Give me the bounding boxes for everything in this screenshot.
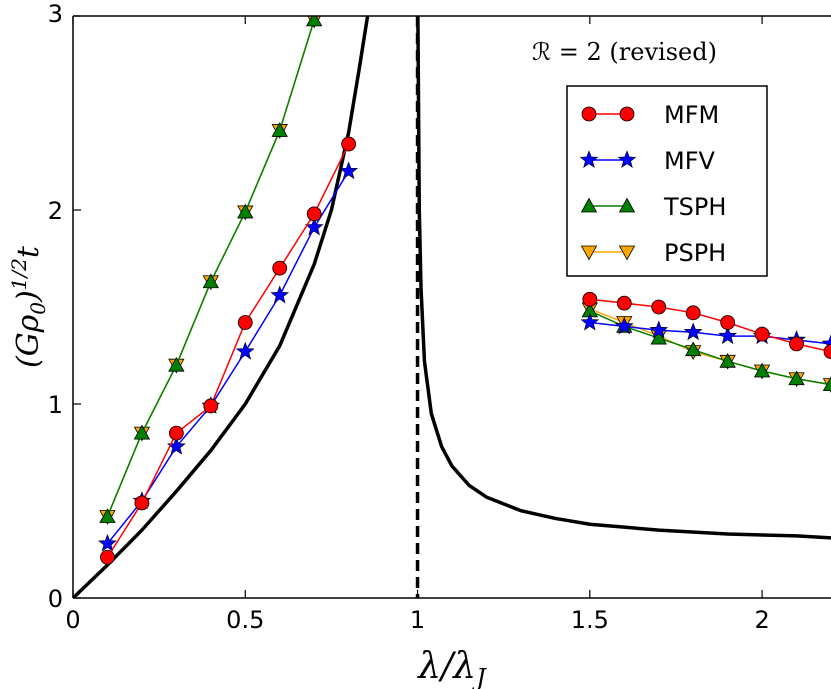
data-point-mfv	[649, 320, 669, 339]
y-axis-label-close: )	[11, 290, 46, 303]
data-point-tsph	[685, 341, 702, 357]
series-line-tsph-1	[589, 310, 831, 386]
y-tick-label-2: 2	[48, 197, 63, 225]
data-point-mfv	[718, 326, 738, 345]
y-axis-label-sup: 1/2	[7, 258, 31, 290]
tick-layer: 0 0.5 1 1.5 2 0 1 2 3	[48, 0, 770, 634]
data-point-mfm	[651, 299, 667, 315]
plot-area: 0 0.5 1 1.5 2 0 1 2 3	[48, 0, 831, 634]
data-point-tsph	[306, 16, 323, 27]
series-line-mfm-0	[106, 143, 350, 558]
data-point-tsph	[650, 329, 667, 345]
axes-frame	[72, 15, 831, 599]
y-axis-label-group: (Gρ0)1/2t	[7, 245, 50, 368]
data-point-mfv	[339, 161, 359, 180]
data-point-tsph	[822, 376, 831, 392]
legend-marker	[617, 150, 637, 168]
data-point-mfv	[270, 285, 290, 304]
data-point-mfm	[685, 305, 701, 321]
y-tick-label-0: 0	[48, 585, 63, 613]
data-point-mfv	[580, 312, 600, 331]
analytic-curve-left	[73, 16, 370, 598]
data-point-tsph	[99, 508, 116, 523]
series-layer	[98, 16, 831, 565]
analytic-curve-right	[416, 16, 831, 540]
data-point-mfm	[582, 291, 598, 307]
legend-entry-mfv: MFV	[579, 147, 716, 175]
data-point-tsph	[237, 203, 254, 219]
data-point-mfv	[683, 322, 703, 341]
legend-entry-tsph: TSPH	[580, 193, 726, 221]
y-tick-label-1: 1	[48, 391, 63, 419]
legend-marker	[580, 197, 598, 213]
data-point-tsph	[168, 356, 185, 372]
legend-label-mfv: MFV	[664, 147, 716, 175]
data-point-tsph	[788, 370, 805, 386]
data-point-mfm	[306, 206, 322, 222]
data-point-mfm	[823, 344, 831, 360]
legend-label-mfm: MFM	[664, 101, 719, 129]
data-point-tsph	[753, 362, 771, 378]
legend-marker	[580, 245, 598, 261]
series-mfv	[98, 161, 831, 552]
series-tsph	[99, 16, 831, 523]
data-point-tsph	[133, 424, 151, 440]
data-point-mfm	[237, 315, 253, 330]
x-tick-label-1: 0.5	[226, 606, 264, 634]
data-point-mfv	[166, 436, 186, 455]
annotation-label: ℛ = 2 (revised)	[532, 38, 717, 66]
legend-marker	[618, 245, 636, 261]
data-point-mfm	[341, 136, 357, 152]
y-tick-label-3: 3	[48, 0, 63, 28]
series-mfm	[100, 136, 831, 565]
data-point-mfm	[168, 425, 184, 441]
x-tick-label-3: 1.5	[571, 606, 609, 634]
data-point-tsph	[271, 122, 288, 137]
data-point-mfm	[754, 326, 770, 342]
data-point-mfv	[235, 341, 255, 360]
legend-label-psph: PSPH	[664, 239, 726, 267]
data-point-mfv	[98, 533, 117, 552]
data-point-mfm	[134, 495, 150, 511]
y-axis-label: (Gρ0)1/2t	[7, 245, 50, 368]
x-tick-label-0: 0	[65, 606, 80, 634]
data-point-mfm	[272, 260, 288, 276]
legend-entry-mfm: MFM	[581, 101, 719, 129]
data-point-mfm	[720, 315, 736, 330]
data-point-tsph	[202, 273, 219, 289]
curve-layer	[73, 16, 831, 598]
legend-label-tsph: TSPH	[663, 193, 726, 221]
legend: MFM MFV TSPH PSPH	[566, 85, 768, 277]
data-point-tsph	[719, 352, 736, 368]
data-point-mfm	[789, 336, 804, 352]
x-tick-label-2: 1	[410, 606, 425, 634]
data-point-mfm	[203, 398, 219, 414]
legend-marker	[618, 197, 636, 213]
legend-marker	[579, 150, 599, 168]
x-axis-label-main: λ/λ	[416, 646, 476, 687]
legend-marker	[581, 106, 597, 122]
legend-entry-psph: PSPH	[580, 239, 726, 267]
x-tick-label-4: 2	[754, 606, 769, 634]
y-axis-label-tail: t	[11, 245, 46, 258]
x-axis-label: λ/λJ	[416, 646, 487, 689]
y-axis-label-main: (Gρ	[11, 314, 46, 368]
data-point-mfv	[614, 316, 634, 335]
data-point-mfm	[100, 549, 115, 565]
legend-box	[566, 85, 768, 277]
legend-marker	[619, 106, 635, 122]
data-point-mfm	[616, 295, 632, 311]
y-axis-label-sub: 0	[26, 302, 50, 315]
